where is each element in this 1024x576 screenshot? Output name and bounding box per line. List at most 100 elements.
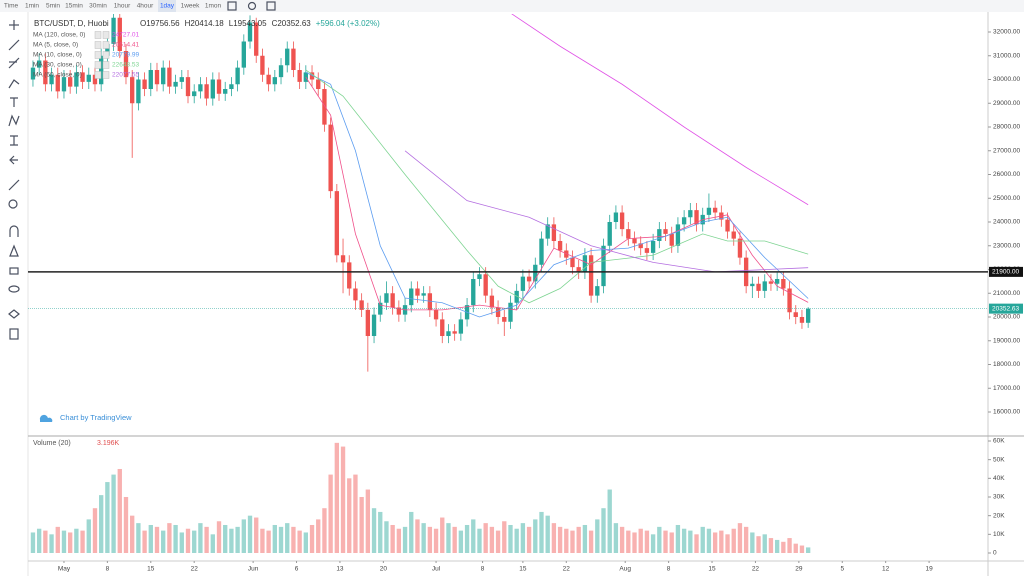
ma-legend-button	[102, 31, 110, 39]
tool-pattern[interactable]	[8, 114, 20, 127]
candle-body	[409, 288, 414, 306]
tool-text[interactable]	[10, 97, 18, 107]
tool-layers[interactable]	[8, 309, 20, 319]
ma-legend-value: 22648.53	[112, 62, 139, 69]
volume-bar	[210, 534, 215, 553]
x-tick-label: 12	[882, 566, 890, 573]
x-tick-label: 29	[795, 566, 803, 573]
volume-bar	[123, 496, 129, 553]
interval-button[interactable]: 30min	[89, 3, 107, 10]
volume-bar	[167, 523, 172, 553]
x-tick-label: Jun	[248, 566, 259, 573]
interval-button[interactable]: 1mon	[205, 3, 222, 10]
interval-button[interactable]: 5min	[46, 3, 60, 10]
x-tick-label: 8	[106, 566, 110, 573]
interval-button[interactable]: 1week	[181, 3, 201, 10]
candle-body	[179, 77, 184, 82]
candle-body	[731, 231, 736, 239]
candle-body	[198, 84, 203, 92]
candle-body	[80, 72, 85, 82]
volume-bar	[781, 541, 786, 553]
candle-body	[644, 248, 650, 253]
candle-body	[266, 74, 271, 85]
icon-fullscreen[interactable]	[266, 1, 276, 11]
tool-lock[interactable]	[9, 267, 19, 275]
volume-bar	[607, 489, 612, 553]
tool-brush[interactable]	[8, 79, 20, 89]
candle-body	[551, 224, 557, 242]
volume-bar	[533, 519, 538, 553]
y-tick-label: 30000.00	[993, 76, 1020, 83]
candle-body	[650, 241, 656, 253]
tool-ruler[interactable]	[8, 179, 20, 191]
candle-body	[502, 317, 507, 322]
volume-bar	[402, 526, 408, 553]
icon-indicators[interactable]	[227, 1, 237, 11]
candle-body	[92, 74, 98, 85]
volume-bar	[706, 528, 712, 553]
watermark-text[interactable]: Chart by TradingView	[60, 413, 132, 422]
candle-body	[533, 264, 538, 282]
ma-legend-button	[94, 61, 102, 69]
tool-arrow[interactable]	[9, 155, 18, 165]
tool-lock-drawing[interactable]	[9, 244, 19, 257]
volume-bar	[36, 528, 42, 553]
ma-legend-name: MA (120, close, 0)	[33, 32, 85, 39]
volume-bar	[427, 526, 433, 553]
interval-button[interactable]: 1hour	[114, 3, 131, 10]
volume-y-tick-label: 0	[993, 550, 997, 557]
tool-zoom[interactable]	[8, 199, 18, 209]
x-tick-label: 15	[147, 566, 155, 573]
volume-bar	[316, 519, 321, 553]
volume-bar	[409, 511, 414, 553]
x-tick-label: May	[58, 566, 71, 573]
candle-body	[347, 262, 352, 289]
volume-y-tick-label: 10K	[993, 531, 1005, 538]
interval-button[interactable]: 4hour	[137, 3, 154, 10]
candle-body	[353, 288, 358, 301]
icon-settings[interactable]	[247, 1, 257, 11]
volume-label: Volume (20)	[33, 440, 71, 447]
ma-legend-value: 24727.01	[112, 32, 139, 39]
interval-button[interactable]: 15min	[65, 3, 83, 10]
interval-button[interactable]: 1day	[160, 3, 175, 10]
y-tick-label: 25000.00	[993, 195, 1020, 202]
left-toolbar[interactable]	[8, 20, 20, 340]
volume-bar	[365, 489, 371, 553]
x-tick-label: 22	[752, 566, 760, 573]
tool-trend[interactable]	[8, 39, 20, 51]
volume-bar	[297, 530, 302, 553]
tool-trash[interactable]	[9, 328, 19, 340]
tool-magnet[interactable]	[9, 225, 19, 237]
toolbar-icons[interactable]	[227, 1, 276, 11]
volume-bar	[787, 538, 792, 553]
volume-bar	[61, 530, 67, 553]
volume-bar	[657, 526, 662, 553]
volume-bar	[378, 511, 383, 553]
tool-fib[interactable]	[8, 57, 20, 69]
tool-eye[interactable]	[8, 285, 20, 293]
volume-bar	[564, 528, 569, 553]
interval-button[interactable]: Time	[4, 3, 19, 10]
interval-button[interactable]: 1min	[25, 3, 39, 10]
x-tick-label: 15	[519, 566, 527, 573]
watermark[interactable]: Chart by TradingView	[39, 413, 132, 422]
candle-body	[297, 70, 302, 82]
candle-body	[142, 79, 147, 90]
ma-line	[305, 72, 809, 318]
candle-body	[340, 255, 346, 263]
tool-measure[interactable]	[10, 135, 18, 146]
candle-body	[607, 222, 612, 246]
candle-body	[192, 91, 197, 97]
candle-body	[632, 238, 637, 244]
volume-bar	[266, 530, 271, 553]
ohlc-value: C20352.63	[272, 19, 312, 28]
candle-body	[557, 241, 563, 251]
volume-bar	[805, 547, 811, 553]
candle-body	[446, 331, 451, 337]
volume-bar	[254, 517, 259, 553]
volume-bar	[86, 519, 91, 553]
volume-bar	[632, 532, 637, 553]
volume-bar	[688, 530, 693, 553]
candle-body	[781, 279, 786, 289]
